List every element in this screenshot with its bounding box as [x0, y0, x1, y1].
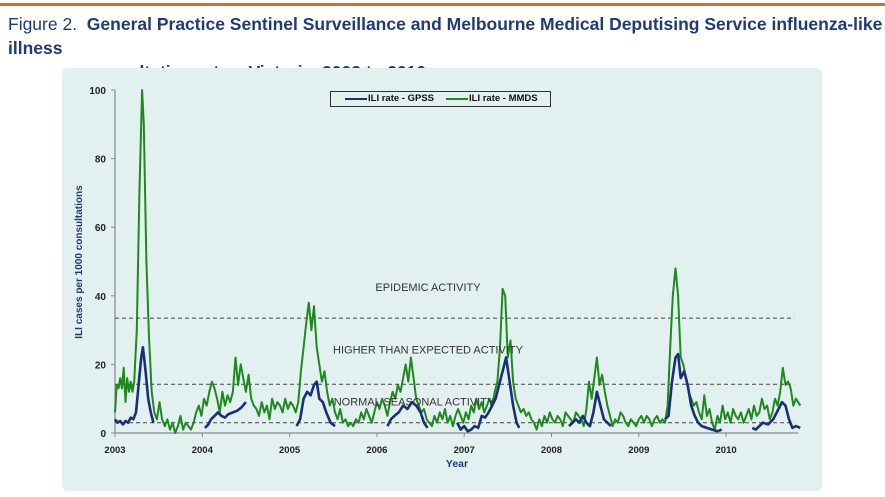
series-group [113, 89, 802, 434]
x-tick-label: 2008 [541, 445, 562, 456]
series-line-segment [295, 380, 336, 428]
y-tick-label: 40 [95, 292, 107, 303]
x-tick-label: 2003 [104, 445, 125, 456]
legend-swatch-gpss [345, 98, 367, 100]
threshold-label: HIGHER THAN EXPECTED ACTIVITY [333, 344, 524, 356]
y-tick-label: 20 [95, 360, 107, 371]
y-tick-label: 60 [95, 223, 107, 234]
series-line-segment [114, 89, 802, 434]
series-line-segment [664, 352, 723, 433]
x-axis-label: Year [446, 458, 468, 470]
x-tick-label: 2007 [454, 445, 475, 456]
y-tick-label: 100 [89, 86, 106, 97]
legend-item-mmds: ILI rate - MMDS [446, 92, 538, 106]
series-line-segment [203, 401, 247, 429]
threshold-label: EPIDEMIC ACTIVITY [375, 282, 481, 294]
header-accent-rule [0, 3, 885, 6]
chart-panel [62, 68, 822, 491]
y-tick-label: 0 [100, 429, 106, 440]
legend-label-gpss: ILI rate - GPSS [368, 93, 434, 104]
x-tick-label: 2005 [279, 445, 301, 456]
x-tick-label: 2006 [366, 445, 387, 456]
axes: 0 20 40 60 80 100 2003 2004 2005 2006 2007 2008 2009… [89, 86, 799, 456]
legend-swatch-mmds [446, 98, 468, 100]
x-tick-label: 2009 [628, 445, 649, 456]
x-tick-label: 2004 [192, 445, 214, 456]
series-line-segment [751, 400, 801, 431]
series-gpss [113, 346, 801, 433]
threshold-labels: EPIDEMIC ACTIVITY HIGHER THAN EXPECTED AC… [333, 282, 524, 409]
series-line-segment [568, 390, 612, 428]
y-axis-label: ILI cases per 1000 consultations [74, 185, 85, 339]
figure-number: Figure 2. [8, 14, 78, 34]
figure-title-line1: General Practice Sentinel Surveillance a… [8, 14, 883, 58]
legend: ILI rate - GPSS ILI rate - MMDS [330, 91, 551, 107]
series-line-segment [456, 356, 521, 433]
legend-item-gpss: ILI rate - GPSS [345, 92, 434, 106]
series-mmds [114, 89, 802, 434]
legend-label-mmds: ILI rate - MMDS [469, 93, 538, 104]
y-tick-label: 80 [95, 155, 107, 166]
x-tick-label: 2010 [716, 445, 737, 456]
series-line-segment [113, 346, 155, 426]
series-line-segment [386, 400, 429, 429]
threshold-label: NORMAL SEASONAL ACTIVITY [334, 397, 495, 409]
